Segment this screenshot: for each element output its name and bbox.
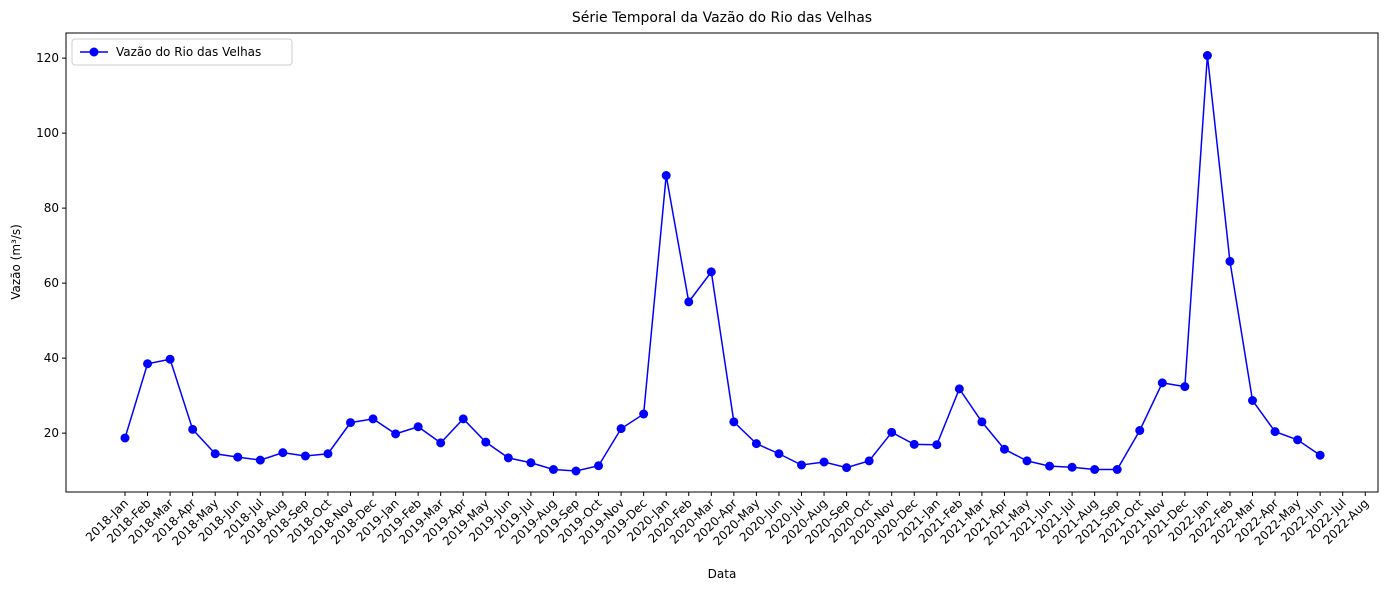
data-point	[526, 458, 536, 468]
data-point	[954, 384, 964, 394]
data-point	[887, 427, 897, 437]
data-point	[1248, 396, 1257, 405]
data-point	[684, 297, 694, 307]
data-point	[774, 449, 784, 459]
data-point	[842, 463, 852, 473]
data-point	[661, 171, 671, 180]
data-point	[999, 444, 1009, 454]
data-point	[1157, 378, 1167, 388]
data-point	[1270, 427, 1280, 437]
data-point	[1022, 456, 1032, 466]
y-tick-label: 40	[44, 351, 59, 365]
data-point	[120, 433, 130, 443]
y-tick-label: 80	[44, 201, 59, 215]
data-point	[1090, 465, 1100, 474]
data-point	[503, 453, 513, 463]
data-point	[278, 448, 288, 458]
y-tick-label: 60	[44, 276, 59, 290]
data-point	[864, 456, 874, 466]
data-point	[729, 417, 739, 427]
data-point	[255, 455, 265, 465]
data-point	[413, 422, 423, 432]
data-point	[594, 461, 604, 471]
legend-box	[71, 38, 293, 66]
data-point	[210, 449, 220, 459]
data-point	[458, 414, 468, 424]
data-point	[1293, 435, 1303, 445]
chart-title: Série Temporal da Vazão do Rio das Velha…	[572, 10, 872, 26]
data-point	[639, 409, 649, 419]
series-line	[124, 55, 1321, 472]
data-point	[1135, 426, 1145, 435]
data-point	[1067, 462, 1077, 472]
data-point	[1112, 465, 1122, 474]
data-point	[1202, 51, 1212, 60]
data-point	[1315, 450, 1325, 460]
data-point	[932, 440, 942, 450]
data-point	[977, 417, 987, 427]
x-axis-label: Data	[708, 567, 737, 581]
data-point	[1225, 256, 1235, 266]
data-point	[548, 465, 558, 474]
data-point	[1045, 461, 1055, 471]
data-point	[481, 437, 491, 447]
data-point	[188, 424, 198, 434]
data-point	[368, 414, 378, 424]
data-point	[571, 466, 581, 476]
y-tick-label: 20	[44, 426, 59, 440]
data-point	[143, 359, 153, 369]
data-point	[346, 418, 355, 428]
y-tick-label: 100	[36, 126, 59, 140]
legend-marker	[89, 47, 99, 57]
y-tick-label: 120	[36, 51, 59, 65]
data-point	[751, 439, 761, 449]
y-axis-label: Vazão (m³/s)	[9, 224, 23, 300]
data-point	[323, 449, 333, 459]
data-point	[1180, 382, 1190, 392]
data-point	[300, 451, 310, 461]
data-point	[909, 439, 919, 449]
data-point	[165, 354, 175, 364]
data-point	[819, 457, 829, 467]
plot-frame	[65, 32, 1379, 493]
data-point	[616, 424, 626, 434]
data-point	[391, 429, 401, 439]
legend-label: Vazão do Rio das Velhas	[116, 45, 261, 59]
data-point	[436, 438, 446, 448]
data-point	[706, 267, 716, 277]
data-point	[797, 460, 806, 470]
data-point	[233, 452, 243, 462]
